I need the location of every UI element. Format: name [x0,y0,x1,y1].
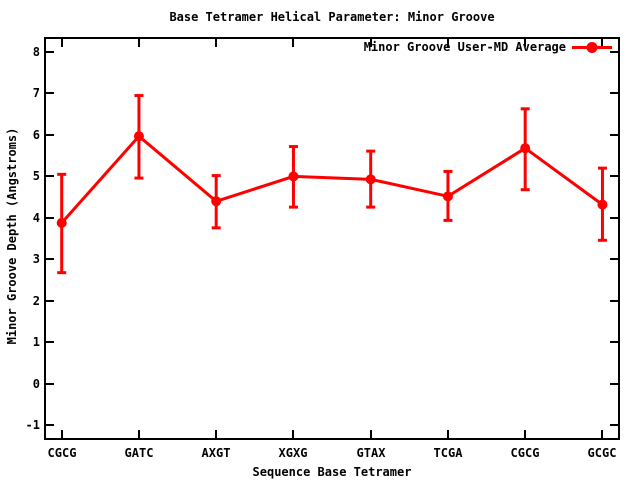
x-tick-label: CGCG [511,446,540,460]
y-tick-label: 7 [33,86,40,100]
x-tick-label: GTAX [357,446,387,460]
data-point [133,131,144,142]
y-tick-label: 2 [33,294,40,308]
data-point [288,171,299,182]
series-line [60,134,604,224]
y-tick-label: 6 [33,128,40,142]
data-point [211,196,222,207]
series-group [56,42,612,275]
plot-border [44,37,620,440]
axes [44,37,620,440]
y-tick-label: 0 [33,377,40,391]
chart-title: Base Tetramer Helical Parameter: Minor G… [169,10,495,24]
x-tick-label: XGXG [279,446,308,460]
legend-label: Minor Groove User-MD Average [363,40,566,54]
x-axis-label: Sequence Base Tetramer [252,465,412,479]
y-tick-label: 5 [33,169,40,183]
data-point [56,217,67,228]
tick-labels: -1 0 1 2 3 4 5 6 7 8 CGCG GATC AXGT XGXG GTAX TCGA CGCG G… [26,45,617,460]
x-tick-label: GATC [125,446,154,460]
y-tick-label: -1 [26,418,40,432]
x-tick-label: CGCG [48,446,77,460]
data-point [520,143,531,154]
x-tick-label: TCGA [434,446,464,460]
data-point [597,199,608,210]
data-point [365,174,376,185]
x-tick-label: AXGT [202,446,231,460]
legend-sample-marker [586,42,598,53]
y-tick-label: 1 [33,335,40,349]
y-tick-label: 4 [33,211,40,225]
y-tick-label: 3 [33,252,40,266]
y-axis-label: Minor Groove Depth (Angstroms) [5,127,19,345]
y-tick-label: 8 [33,45,40,59]
data-point [442,191,453,202]
x-tick-label: GCGC [588,446,617,460]
